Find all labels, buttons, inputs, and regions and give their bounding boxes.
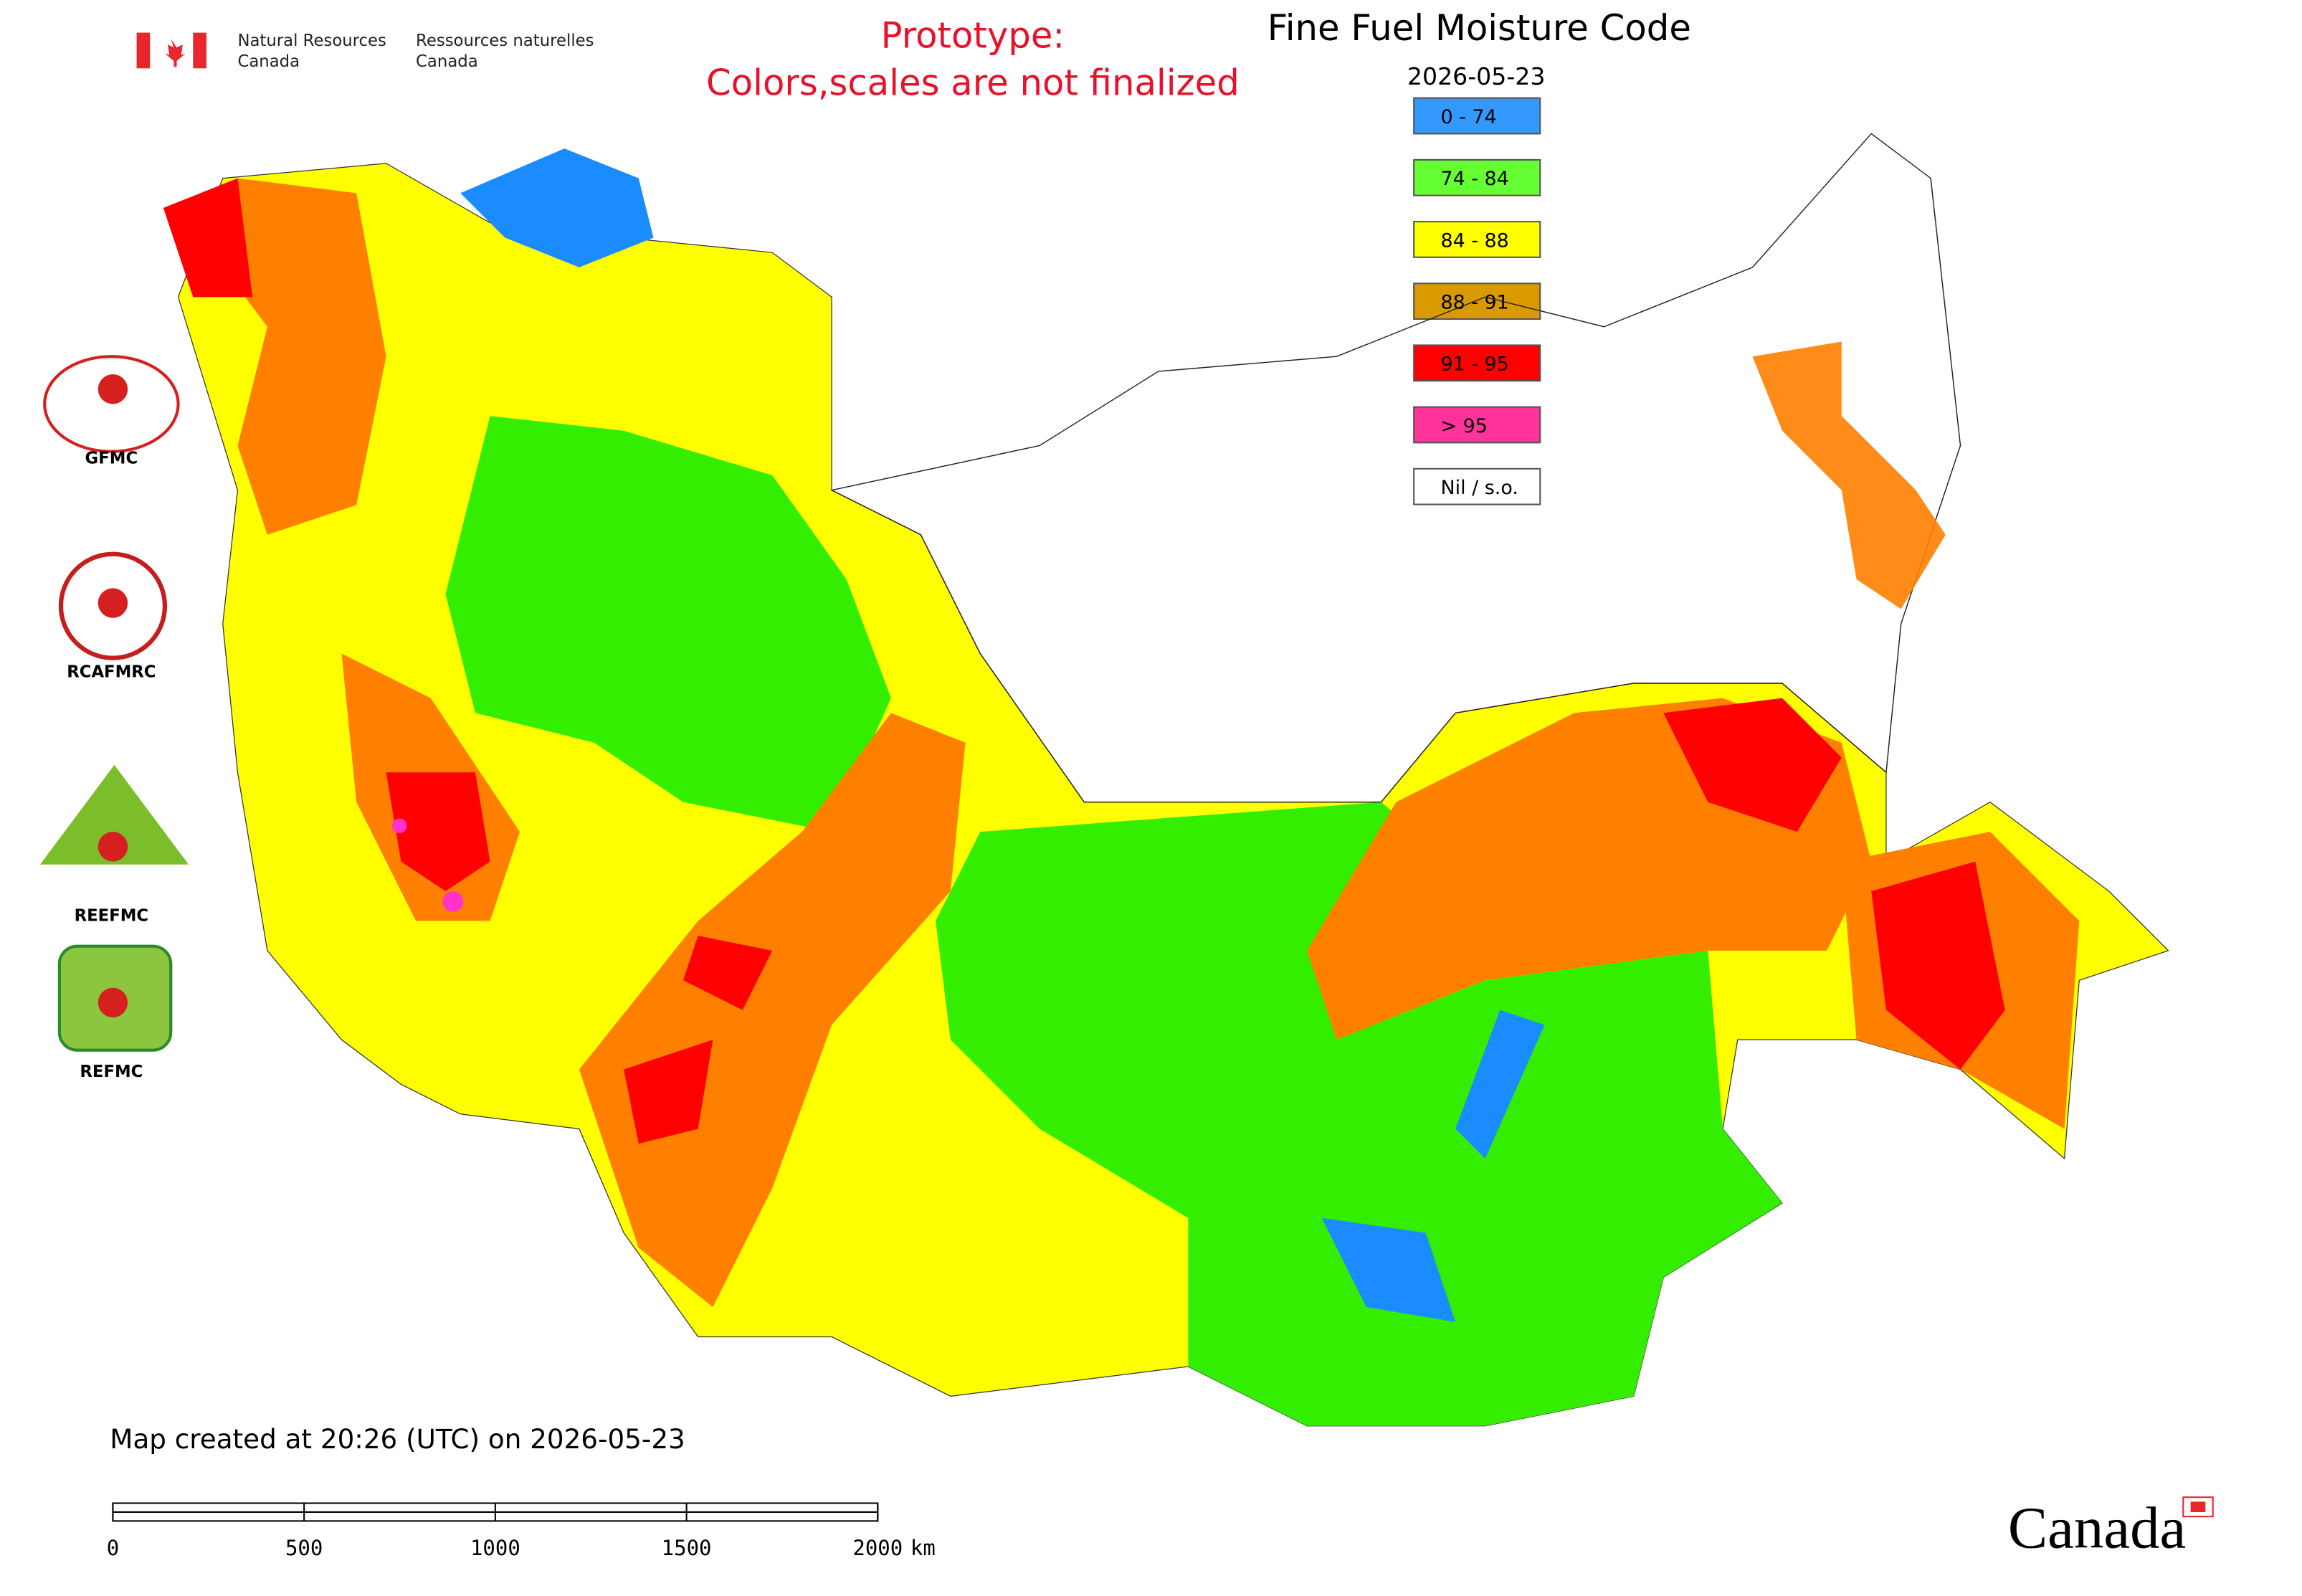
legend-label: 0 - 74 xyxy=(1440,106,1496,128)
partner-label: GFMC xyxy=(85,449,138,467)
legend-label: Nil / s.o. xyxy=(1440,477,1518,499)
legend-swatch xyxy=(1413,406,1541,444)
dept-fr: Ressources naturelles Canada xyxy=(416,32,594,71)
scale-label: 1000 xyxy=(470,1536,520,1560)
note-line: Prototype: xyxy=(881,14,1065,56)
dept-line: Canada xyxy=(237,52,300,71)
partner-label: RCAFMRC xyxy=(67,663,156,682)
legend-swatch xyxy=(1413,97,1541,135)
legend-label: 84 - 88 xyxy=(1440,229,1508,252)
canada-wordmark: Canada xyxy=(2008,1495,2186,1561)
legend-label: 74 - 84 xyxy=(1440,168,1508,190)
legend-swatch xyxy=(1413,158,1541,196)
partner-logos: GFMC RCAFMRC REEFMC REFMC xyxy=(39,355,189,1081)
map-area xyxy=(163,133,2169,1427)
legend-swatch xyxy=(1413,467,1541,505)
footer-note: Map created at 20:26 (UTC) on 2026-05-23 xyxy=(110,1423,685,1455)
logo-flame xyxy=(97,987,128,1018)
logo-flame xyxy=(97,588,128,618)
dept-en: Natural Resources Canada xyxy=(237,32,386,71)
legend-label: 91 - 95 xyxy=(1440,353,1508,376)
map-title: Fine Fuel Moisture Code xyxy=(1267,7,1691,49)
logo-emblem xyxy=(43,355,180,453)
scale-label: 0 xyxy=(107,1536,119,1560)
scale-bar: 0 500 1000 1500 2000 km xyxy=(107,1502,936,1560)
logo-flame xyxy=(97,374,128,404)
dept-line: Natural Resources xyxy=(237,32,386,50)
gov-signature: Natural Resources Canada Ressources natur… xyxy=(136,32,594,71)
legend-swatch xyxy=(1413,282,1541,320)
legend-swatch xyxy=(1413,221,1541,258)
dept-line: Ressources naturelles xyxy=(416,32,594,50)
partner-label: REFMC xyxy=(80,1063,143,1081)
logo-flame xyxy=(97,832,128,862)
scale-unit: km xyxy=(910,1536,936,1560)
legend-label: > 95 xyxy=(1440,415,1487,437)
scale-label: 1500 xyxy=(662,1536,712,1560)
scale-label: 500 xyxy=(285,1536,323,1560)
legend-swatch xyxy=(1413,344,1541,382)
map-date: 2026-05-23 xyxy=(1407,62,1546,90)
scale-label: 2000 xyxy=(852,1536,903,1560)
dept-line: Canada xyxy=(416,52,478,71)
partner-label: REEFMC xyxy=(75,906,149,925)
logo-emblem xyxy=(39,764,189,865)
note-line: Colors,scales are not finalized xyxy=(706,62,1240,104)
prototype-note: Prototype: Colors,scales are not finalize… xyxy=(706,14,1240,103)
